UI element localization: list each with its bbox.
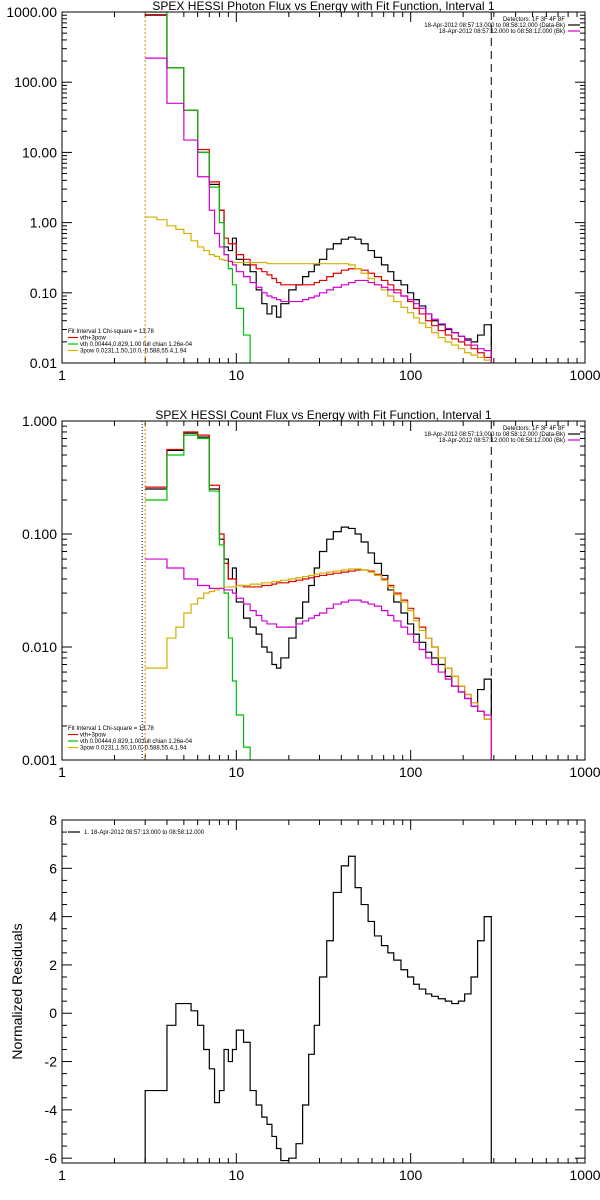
x-tick-label: 10 <box>229 764 245 780</box>
header-line: 18-Apr-2012 08:57:13.000 to 08:58:12.000… <box>424 432 565 438</box>
series-group <box>145 12 492 363</box>
x-tick-label: 100 <box>399 764 423 780</box>
y-tick-label: 2 <box>49 957 57 973</box>
y-tick-label: -6 <box>45 1150 58 1166</box>
x-tick-label: 1000 <box>569 367 600 383</box>
y-tick-label: -2 <box>45 1054 58 1070</box>
legend-entry: Fit Interval 1 Chi-square = 13.78 <box>68 726 155 732</box>
series-line-1-18-apr-2012-08-57-13-000-to-08-58-12-000 <box>144 855 492 1163</box>
x-tick-label: 1 <box>58 1167 66 1183</box>
plot-frame <box>61 420 586 761</box>
header-line: Detectors: 1F 3F 4F 8F <box>503 17 565 23</box>
y-tick-label: 1.000 <box>22 413 57 429</box>
panel-2: SPEX HESSI Count Flux vs Energy with Fit… <box>22 408 600 780</box>
series-line-vth <box>145 434 251 760</box>
x-tick-label: 1 <box>58 367 66 383</box>
legend-entry: 3pow 0.0231,1.50,10.0,-0.588,55.4,1.94 <box>80 746 187 752</box>
series-line-data-bk <box>145 432 492 760</box>
y-tick-label: 8 <box>49 812 57 828</box>
plot-frame <box>61 11 586 364</box>
panel-1: SPEX HESSI Photon Flux vs Energy with Fi… <box>6 0 600 383</box>
y-tick-label: 4 <box>49 909 57 925</box>
header-line: 18-Apr-2012 08:57:13.000 to 08:58:12.000… <box>424 23 565 29</box>
y-axis-label: Normalized Residuals <box>9 923 25 1059</box>
series-group <box>145 431 492 760</box>
x-tick-label: 1000 <box>569 1167 600 1183</box>
legend-entry: Fit Interval 1 Chi-square = 13.78 <box>68 329 155 335</box>
x-tick-label: 100 <box>399 1167 423 1183</box>
series-line-bk <box>145 558 492 760</box>
series-line-3pow <box>145 216 492 363</box>
chart-title: SPEX HESSI Count Flux vs Energy with Fit… <box>155 408 491 422</box>
x-tick-label: 10 <box>229 1167 245 1183</box>
legend-entry: vth+3pow <box>80 733 107 739</box>
header-line: 18-Apr-2012 08:57:12.000 to 08:58:12.000… <box>439 438 565 444</box>
series-line-vth-3pow <box>145 13 492 363</box>
legend-entry: vth+3pow <box>80 336 107 342</box>
series-line-bk <box>145 57 492 363</box>
y-tick-label: 0.010 <box>22 639 57 655</box>
y-tick-label: 0 <box>49 1005 57 1021</box>
x-tick-label: 100 <box>399 367 423 383</box>
panel-3: 1 10 100 1000 -6 -4 -2 0 2 4 6 8 Normalized Residual… <box>9 812 600 1183</box>
legend-entry: 3pow 0.0231,1.50,10.0,-0.588,55.4,1.94 <box>80 349 187 355</box>
header-line: Detectors: 1F 3F 4F 8F <box>503 426 565 432</box>
y-tick-label: 6 <box>49 860 57 876</box>
y-tick-label: -4 <box>45 1102 58 1118</box>
y-tick-label: 100.00 <box>14 74 57 90</box>
y-tick-label: 1.00 <box>30 215 57 231</box>
x-tick-label: 10 <box>229 367 245 383</box>
series-line-3pow <box>145 568 492 760</box>
header-line: 18-Apr-2012 08:57:12.000 to 08:58:12.000… <box>439 29 565 35</box>
y-tick-label: 0.100 <box>22 526 57 542</box>
legend-entry: 1. 18-Apr-2012 08:57:13.000 to 08:58:12.… <box>84 830 205 836</box>
series-group <box>144 855 492 1163</box>
y-tick-label: 10.00 <box>22 144 57 160</box>
legend-entry: vth 0.00444,0.829,1.00 full chian 1.26e-… <box>80 342 193 348</box>
y-tick-label: 0.10 <box>30 285 57 301</box>
x-tick-label: 1 <box>58 764 66 780</box>
chart-title: SPEX HESSI Photon Flux vs Energy with Fi… <box>152 0 494 13</box>
series-line-vth <box>145 12 251 363</box>
series-line-vth-3pow <box>145 431 492 760</box>
legend-entry: vth 0.00444,0.829,1.00 full chian 1.26e-… <box>80 739 193 745</box>
y-tick-label: 0.01 <box>30 355 57 371</box>
x-tick-label: 1000 <box>569 764 600 780</box>
y-tick-label: 1000.00 <box>6 4 57 20</box>
plot-frame <box>61 819 586 1164</box>
series-line-data-bk <box>145 14 492 363</box>
y-tick-label: 0.001 <box>22 752 57 768</box>
